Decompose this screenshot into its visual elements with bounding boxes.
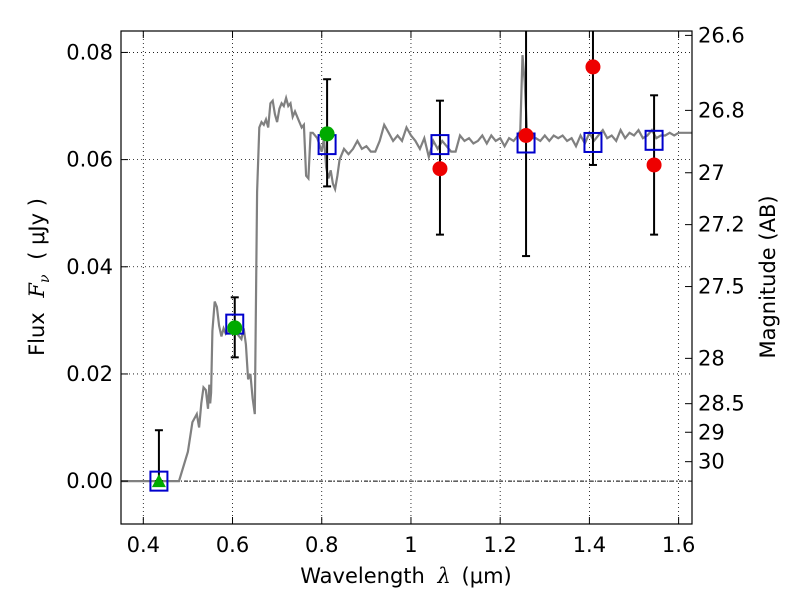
- magnitude-tick-label: 28: [698, 346, 725, 370]
- x-tick-label: 0.6: [216, 533, 249, 557]
- magnitude-axis-label: Magnitude (AB): [756, 195, 780, 358]
- error-bars: [154, 31, 659, 483]
- model-photometry-square: [430, 134, 450, 156]
- grid-lines: [121, 31, 692, 524]
- magnitude-tick-label: 30: [698, 450, 725, 474]
- magnitude-tick-label: 26.6: [698, 23, 745, 47]
- y-tick-label: 0.06: [66, 148, 113, 172]
- y-axis-label-subscript: ν: [37, 274, 53, 283]
- x-tick-label: 1: [404, 533, 417, 557]
- model-spectrum-line: [121, 55, 692, 483]
- magnitude-tick-label: 26.8: [698, 98, 745, 122]
- y-axis-label: Flux Fν ( μJy ): [25, 198, 54, 356]
- magnitude-tick-label: 29: [698, 420, 725, 444]
- x-tick-label: 1.4: [573, 533, 606, 557]
- plot-frame: [120, 30, 693, 525]
- x-tick-label: 1.2: [483, 533, 516, 557]
- red-data-point: [432, 161, 448, 177]
- x-axis-ticks: 0.4 0.6 0.8 1 1.2 1.4 1.6: [127, 31, 695, 557]
- x-tick-label: 0.4: [127, 533, 160, 557]
- detection-triangle: [151, 474, 166, 488]
- y-axis-ticks: 0.00 0.02 0.04 0.06 0.08: [66, 40, 128, 493]
- y-tick-label: 0.08: [66, 40, 113, 64]
- plot-area: [121, 31, 692, 492]
- model-photometry-square: [644, 129, 664, 151]
- red-data-point: [585, 59, 601, 75]
- magnitude-tick-label: 27.2: [698, 213, 745, 237]
- y-axis-label-symbol: F: [25, 282, 49, 299]
- x-tick-label: 0.8: [305, 533, 338, 557]
- detection-point: [319, 126, 335, 142]
- model-photometry-markers: [149, 129, 664, 492]
- y-tick-label: 0.04: [66, 255, 113, 279]
- magnitude-axis-ticks: 26.6 26.8 27 27.2 27.5 28 28.5 29 30: [685, 23, 745, 474]
- x-axis-label: Wavelength λ (μm): [300, 564, 511, 588]
- detection-point: [227, 320, 243, 336]
- red-data-point: [646, 157, 662, 173]
- y-tick-label: 0.02: [66, 362, 113, 386]
- magnitude-tick-label: 27.5: [698, 275, 745, 299]
- observed-points: [151, 59, 662, 488]
- model-photometry-square: [583, 131, 603, 153]
- y-axis-label-text: Flux: [25, 312, 49, 356]
- x-axis-label-unit: (μm): [462, 564, 512, 588]
- y-axis-label-unit: ( μJy ): [25, 198, 49, 260]
- model-photometry-square: [149, 470, 169, 492]
- x-axis-label-symbol: λ: [437, 564, 451, 588]
- magnitude-tick-label: 28.5: [698, 392, 745, 416]
- magnitude-tick-label: 27: [698, 161, 725, 185]
- red-data-point: [518, 127, 534, 143]
- x-axis-label-text: Wavelength: [300, 564, 425, 588]
- y-tick-label: 0.00: [66, 469, 113, 493]
- x-tick-label: 1.6: [662, 533, 695, 557]
